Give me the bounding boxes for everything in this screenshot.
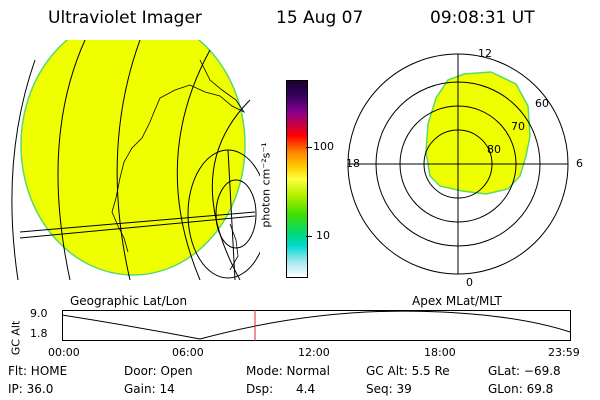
geo-longitude-info: GLon: 69.8 — [488, 382, 554, 396]
colorbar-tick-10 — [306, 236, 312, 237]
gc-alt-info: GC Alt: 5.5 Re — [366, 364, 450, 378]
time-tick-1800: 18:00 — [424, 346, 456, 359]
ip-info: IP: 36.0 — [8, 382, 54, 396]
door-info: Door: Open — [124, 364, 193, 378]
polar-map-label: Apex MLat/MLT — [412, 294, 502, 308]
polar-map — [347, 53, 569, 275]
time-tick-0000: 00:00 — [48, 346, 80, 359]
colorbar-tick-100 — [306, 147, 312, 148]
gain-info: Gain: 14 — [124, 382, 175, 396]
mlt-label-0: 0 — [466, 276, 473, 289]
flight-info: Flt: HOME — [8, 364, 68, 378]
aurora-image-disk — [20, 40, 246, 276]
mlat-label-80: 80 — [487, 143, 501, 156]
altitude-tick-low: 1.8 — [30, 327, 48, 340]
time-label: 09:08:31 UT — [430, 8, 535, 28]
mode-info: Mode: Normal — [246, 364, 330, 378]
dsp-label: Dsp: — [246, 382, 274, 396]
mlat-label-60: 60 — [535, 97, 549, 110]
altitude-tick-high: 9.0 — [30, 307, 48, 320]
dsp-value: 4.4 — [296, 382, 316, 396]
coastline — [111, 59, 246, 271]
colorbar-unit-label: photon cm⁻²s⁻¹ — [259, 142, 273, 228]
geo-map-label: Geographic Lat/Lon — [70, 294, 188, 308]
mlat-label-70: 70 — [511, 120, 525, 133]
altitude-plot-frame — [62, 310, 571, 341]
color-scale-bar — [286, 80, 308, 278]
colorbar-tick-label-100: 100 — [313, 140, 334, 153]
mlt-label-12: 12 — [478, 47, 492, 60]
time-tick-1200: 12:00 — [298, 346, 330, 359]
sequence-info: Seq: 39 — [366, 382, 412, 396]
geo-latitude-info: GLat: −69.8 — [488, 364, 561, 378]
altitude-curve — [62, 310, 571, 340]
polar-grid — [347, 53, 569, 275]
geo-grid-lines — [11, 40, 260, 280]
altitude-plot — [62, 310, 571, 341]
mlt-label-18: 18 — [346, 157, 360, 170]
instrument-title: Ultraviolet Imager — [48, 8, 202, 28]
colorbar-tick-label-10: 10 — [316, 229, 330, 242]
time-tick-2359: 23:59 — [548, 346, 580, 359]
altitude-axis-label: GC Alt — [9, 320, 23, 356]
mlt-label-6: 6 — [576, 157, 583, 170]
time-tick-0600: 06:00 — [172, 346, 204, 359]
geographic-map — [11, 40, 260, 280]
date-label: 15 Aug 07 — [276, 8, 364, 28]
